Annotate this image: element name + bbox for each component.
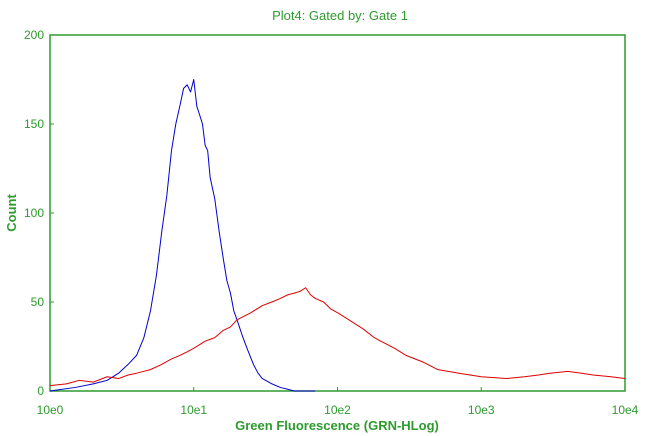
series-line-1: [49, 287, 626, 387]
x-axis: 10e0 10e1 10e2 10e3 10e4: [37, 387, 639, 417]
series-layer: [49, 79, 626, 392]
x-tick-label: 10e1: [180, 403, 207, 417]
chart-title: Plot4: Gated by: Gate 1: [272, 8, 408, 23]
x-tick-label: 10e4: [612, 403, 639, 417]
y-tick-label: 50: [31, 295, 45, 309]
plot-area: [49, 34, 626, 392]
y-tick-label: 0: [37, 384, 44, 398]
series-line-0: [49, 79, 316, 392]
y-tick-label: 100: [24, 206, 44, 220]
x-tick-label: 10e2: [324, 403, 351, 417]
y-tick-label: 150: [24, 117, 44, 131]
y-tick-label: 200: [24, 28, 44, 42]
x-axis-label: Green Fluorescence (GRN-HLog): [235, 418, 439, 433]
x-tick-label: 10e0: [37, 403, 64, 417]
x-tick-label: 10e3: [468, 403, 495, 417]
y-axis: 0 50 100 150 200: [24, 28, 54, 398]
y-axis-label: Count: [4, 194, 19, 232]
